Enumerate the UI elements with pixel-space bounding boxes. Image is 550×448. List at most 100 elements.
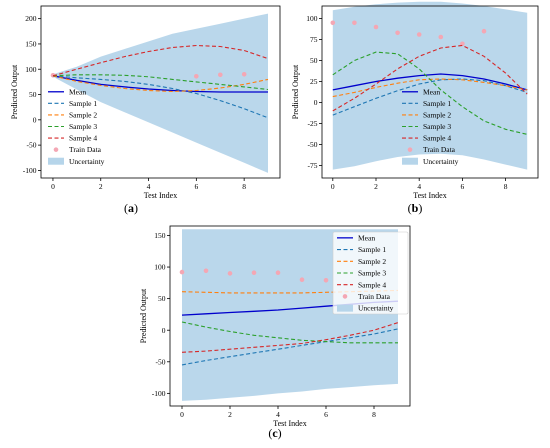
- y-tick-label: 0: [162, 326, 166, 335]
- train-data-point: [179, 269, 185, 275]
- train-data-point: [227, 271, 233, 276]
- panel-caption: (c): [268, 426, 281, 440]
- train-data-point: [194, 74, 199, 79]
- y-tick-label: -75: [308, 161, 318, 170]
- legend-label: Mean: [358, 233, 375, 242]
- x-tick-label: 8: [372, 410, 376, 419]
- y-axis-label: Predicted Output: [10, 64, 19, 119]
- train-data-point: [460, 41, 465, 47]
- train-data-point: [438, 34, 444, 40]
- legend-label: Sample 4: [358, 280, 386, 289]
- train-data-point: [481, 28, 487, 34]
- y-tick-label: 150: [154, 231, 166, 240]
- series-line-sample-1: [52, 75, 269, 119]
- legend-label: Uncertainty: [69, 157, 105, 166]
- y-tick-label: 0: [33, 115, 37, 124]
- legend-label: Sample 4: [423, 134, 451, 143]
- train-data-point: [395, 30, 400, 36]
- y-tick-label: -25: [308, 119, 318, 128]
- train-data-point: [203, 268, 209, 274]
- legend-swatch-band: [337, 304, 353, 312]
- x-tick-label: 6: [324, 410, 328, 419]
- y-tick-label: 50: [158, 294, 166, 303]
- y-tick-label: 25: [310, 77, 318, 86]
- y-tick-label: 75: [310, 35, 318, 44]
- plot-frame: [321, 5, 539, 179]
- x-tick-label: 2: [374, 182, 378, 191]
- legend-label: Sample 3: [358, 269, 386, 278]
- legend-label: Sample 1: [69, 99, 97, 108]
- train-data-point: [251, 270, 257, 276]
- x-tick-label: 8: [504, 182, 508, 191]
- legend-box: [332, 231, 409, 315]
- y-tick-label: 50: [310, 56, 318, 65]
- legend: Mean Sample 1 Sample 2 Sample 3 Sample 4 Trai…: [48, 87, 105, 166]
- x-tick-label: 2: [99, 182, 103, 191]
- legend: Mean Sample 1 Sample 2 Sample 3 Sample 4 Trai…: [332, 231, 409, 315]
- legend-swatch-band: [48, 157, 64, 165]
- legend-label: Uncertainty: [423, 157, 459, 166]
- series-line-sample-4: [181, 322, 399, 353]
- legend-label: Mean: [69, 87, 86, 96]
- y-axis-label: Predicted Output: [139, 288, 148, 343]
- legend-label: Sample 3: [423, 122, 451, 131]
- panel-caption: (b): [408, 201, 423, 215]
- legend-label: Sample 2: [358, 257, 386, 266]
- legend-label: Sample 2: [423, 111, 451, 120]
- y-tick-label: 50: [29, 90, 37, 99]
- train-data-point: [299, 277, 305, 283]
- x-axis-label: Test Index: [273, 419, 306, 428]
- series-line-sample-2: [181, 289, 399, 294]
- x-tick-label: 6: [194, 182, 198, 191]
- series-line-mean: [52, 75, 268, 93]
- y-tick-label: 100: [154, 263, 166, 272]
- x-tick-label: 2: [228, 410, 232, 419]
- series-line-sample-1: [181, 328, 399, 366]
- chart-panel-1: 0 2 4 6 8 -100 -50 0 50 100 150 200 Test Index Predic…: [10, 5, 281, 215]
- legend-label: Sample 1: [423, 99, 451, 108]
- y-tick-label: 200: [25, 14, 37, 23]
- series-line-sample-3: [332, 51, 528, 135]
- x-tick-label: 0: [51, 182, 55, 191]
- plot-frame: [169, 225, 411, 407]
- y-tick-label: -100: [23, 166, 37, 175]
- x-tick-label: 0: [180, 410, 184, 419]
- chart-panel-3: 0 2 4 6 8 -100 -50 0 50 100 150 Test Index Predicted…: [139, 225, 411, 440]
- uncertainty-band: [53, 13, 268, 173]
- legend-label: Sample 2: [69, 111, 97, 120]
- y-tick-label: 100: [306, 14, 318, 23]
- x-axis-label: Test Index: [144, 191, 177, 200]
- train-data-point: [416, 32, 422, 37]
- legend-label: Train Data: [69, 145, 102, 154]
- chart-panel-2: 0 2 4 6 8 -75 -50 -25 0 25 50 75 100 Test Index Predic…: [291, 1, 539, 215]
- legend-label: Sample 4: [69, 134, 97, 143]
- x-tick-label: 6: [461, 182, 465, 191]
- x-tick-label: 4: [147, 182, 151, 191]
- legend-label: Sample 1: [358, 245, 386, 254]
- y-tick-label: -50: [308, 140, 318, 149]
- y-tick-label: 0: [314, 98, 318, 107]
- legend-swatch-point: [53, 147, 59, 152]
- series-line-mean: [332, 73, 528, 91]
- train-data-point: [323, 278, 329, 283]
- x-tick-label: 4: [417, 182, 421, 191]
- x-tick-label: 0: [331, 182, 335, 191]
- train-data-point: [352, 20, 357, 26]
- legend-label: Sample 3: [69, 122, 97, 131]
- y-tick-label: 150: [25, 40, 37, 49]
- uncertainty-band: [332, 1, 528, 170]
- y-tick-label: -100: [152, 389, 166, 398]
- series-line-sample-4: [332, 44, 528, 112]
- train-data-point: [275, 270, 281, 276]
- panel-caption: (a): [124, 201, 138, 215]
- plot-frame: [40, 5, 281, 179]
- legend-label: Train Data: [358, 292, 391, 301]
- train-data-point: [373, 24, 379, 30]
- train-data-point: [218, 72, 223, 78]
- series-line-sample-3: [52, 74, 269, 91]
- x-axis-label: Test Index: [413, 191, 446, 200]
- y-tick-label: 100: [25, 65, 37, 74]
- series-line-sample-4: [52, 44, 269, 77]
- series-line-sample-1: [332, 78, 528, 116]
